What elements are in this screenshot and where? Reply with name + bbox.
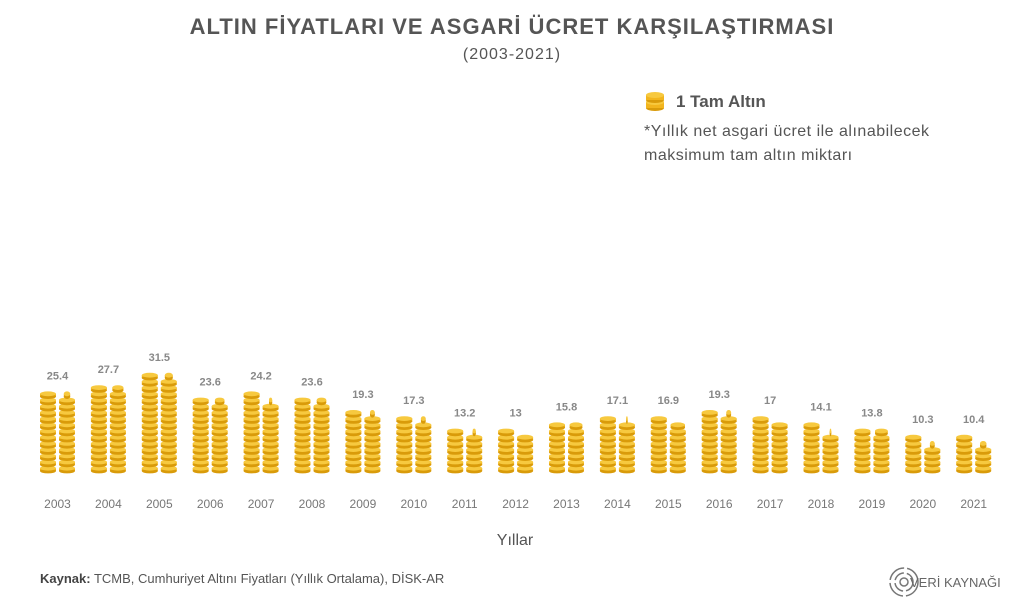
value-label: 23.6 <box>199 377 220 389</box>
value-label: 16.9 <box>658 395 679 407</box>
x-tick-label: 2012 <box>502 497 529 511</box>
coin-stack-bar <box>345 410 381 474</box>
coin-stack-bar <box>40 391 75 474</box>
coin-stack-bar <box>549 422 584 474</box>
x-tick-label: 2009 <box>350 497 377 511</box>
x-tick-label: 2006 <box>197 497 224 511</box>
source-note: Kaynak: TCMB, Cumhuriyet Altını Fiyatlar… <box>40 571 444 586</box>
value-label: 13.8 <box>861 408 882 420</box>
x-tick-label: 2007 <box>248 497 275 511</box>
legend: 1 Tam Altın *Yıllık net asgari ücret ile… <box>644 92 1014 168</box>
x-tick-label: 2010 <box>400 497 427 511</box>
x-tick-label: 2021 <box>960 497 987 511</box>
value-label: 13.2 <box>454 408 475 420</box>
value-label: 31.5 <box>149 352 170 364</box>
value-label: 15.8 <box>556 401 577 413</box>
veri-kaynagi-logo: VERİ KAYNAĞI <box>889 567 1001 597</box>
x-tick-label: 2019 <box>859 497 886 511</box>
coin-stack-bar <box>192 397 228 474</box>
coin-stack-bar <box>701 410 737 474</box>
x-tick-label: 2011 <box>452 497 478 511</box>
legend-note: *Yıllık net asgari ücret ile alınabilece… <box>644 123 930 164</box>
source-prefix: Kaynak: <box>40 571 91 586</box>
chart-subtitle: (2003-2021) <box>462 46 562 63</box>
x-tick-label: 2015 <box>655 497 682 511</box>
x-tick-label: 2005 <box>146 497 173 511</box>
coin-stack-bar <box>803 422 839 474</box>
x-tick-label: 2017 <box>757 497 784 511</box>
value-label: 17 <box>764 395 776 407</box>
x-axis-title: Yıllar <box>496 532 534 549</box>
legend-label: 1 Tam Altın <box>676 92 766 111</box>
value-label: 17.1 <box>607 395 628 407</box>
chart-title: ALTIN FİYATLARI VE ASGARİ ÜCRET KARŞILAŞ… <box>189 14 835 39</box>
x-tick-label: 2016 <box>706 497 733 511</box>
value-label: 19.3 <box>708 389 729 401</box>
value-label: 19.3 <box>352 389 373 401</box>
coin-stack-bar <box>905 434 941 474</box>
coin-stack-bar <box>141 372 177 474</box>
value-label: 25.4 <box>47 370 69 382</box>
logo-text: VERİ KAYNAĞI <box>910 575 1001 590</box>
coin-stack-bar <box>90 385 126 474</box>
value-label: 17.3 <box>403 395 424 407</box>
value-label: 10.4 <box>963 414 985 426</box>
coin-stack-bar <box>650 416 686 474</box>
coin-stack-bar <box>956 434 992 474</box>
x-tick-label: 2020 <box>909 497 936 511</box>
value-label: 14.1 <box>810 401 831 413</box>
coin-stack-bar <box>447 428 483 474</box>
value-label: 23.6 <box>301 377 322 389</box>
value-label: 10.3 <box>912 414 933 426</box>
x-tick-label: 2003 <box>44 497 71 511</box>
coin-stack-bar <box>752 416 788 474</box>
coin-stack-bar <box>243 391 279 474</box>
value-label: 13 <box>509 408 521 420</box>
x-tick-label: 2014 <box>604 497 631 511</box>
x-tick-label: 2004 <box>95 497 122 511</box>
value-label: 24.2 <box>250 370 271 382</box>
coin-stack-bar <box>498 428 534 474</box>
coin-stack-bar <box>294 397 330 474</box>
coin-stack-bar <box>854 428 890 474</box>
coin-stack-bar <box>396 416 432 474</box>
source-text: TCMB, Cumhuriyet Altını Fiyatları (Yıllı… <box>93 571 445 586</box>
x-tick-label: 2018 <box>808 497 835 511</box>
x-tick-label: 2013 <box>553 497 580 511</box>
x-tick-label: 2008 <box>299 497 326 511</box>
gold-coin-stack-icon <box>646 92 664 111</box>
value-label: 27.7 <box>98 364 119 376</box>
coin-stack-bar <box>599 416 635 474</box>
